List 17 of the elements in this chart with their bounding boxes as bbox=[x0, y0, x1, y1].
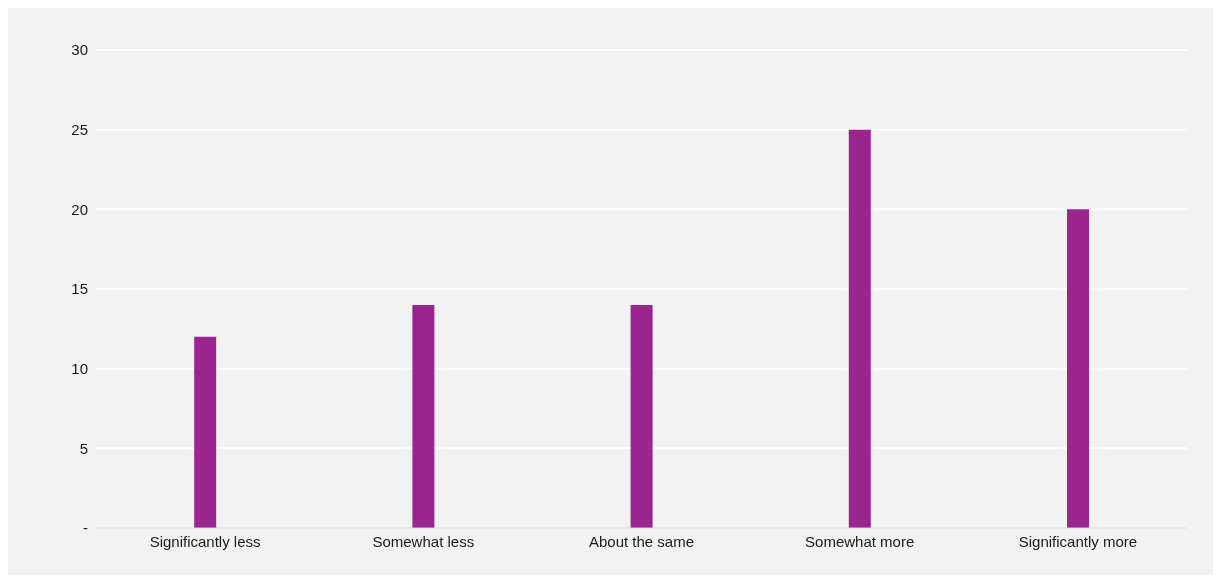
bar bbox=[412, 304, 435, 528]
x-tick-label: Significantly less bbox=[149, 532, 261, 550]
x-tick-label: Somewhat less bbox=[372, 532, 475, 550]
bar bbox=[1066, 209, 1089, 528]
y-tick-label: 30 bbox=[71, 41, 88, 59]
bar bbox=[848, 129, 871, 528]
y-tick-label: 20 bbox=[71, 200, 88, 218]
bar bbox=[194, 336, 217, 528]
x-tick-label: About the same bbox=[588, 532, 695, 550]
x-tick-label: Significantly more bbox=[1018, 532, 1138, 550]
x-tick-label: Somewhat more bbox=[805, 532, 915, 550]
y-tick-label: 25 bbox=[71, 120, 88, 138]
y-tick-label: 15 bbox=[71, 280, 88, 298]
y-tick-label: 10 bbox=[71, 359, 88, 377]
bar bbox=[630, 304, 653, 528]
y-tick-label: 5 bbox=[79, 439, 88, 457]
y-tick-label: - bbox=[83, 519, 88, 537]
